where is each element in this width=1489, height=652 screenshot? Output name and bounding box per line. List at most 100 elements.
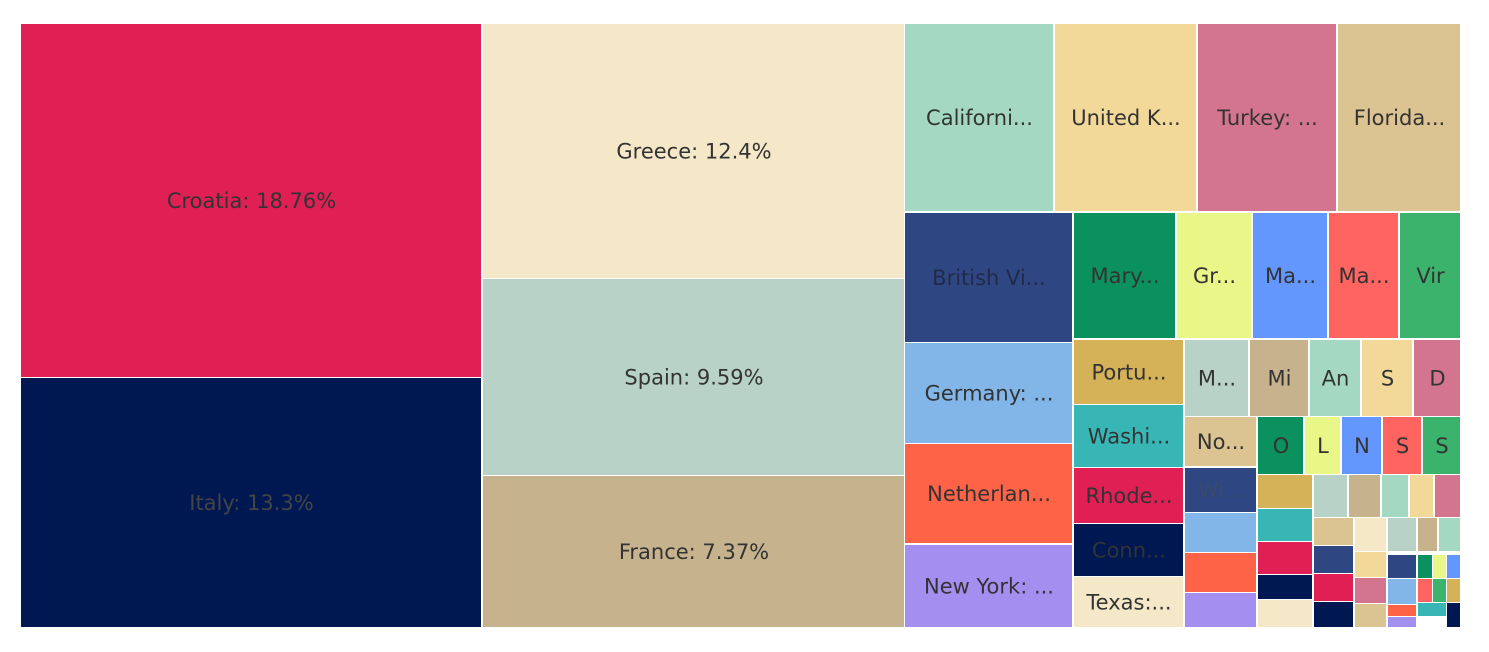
treemap-tile[interactable] bbox=[1400, 213, 1460, 338]
treemap-tile[interactable] bbox=[1329, 213, 1398, 338]
treemap-tile[interactable] bbox=[1418, 555, 1432, 578]
treemap-tile-label: Florida... bbox=[1354, 106, 1445, 130]
treemap-tile[interactable] bbox=[1074, 213, 1175, 338]
treemap-tile[interactable] bbox=[21, 378, 481, 627]
treemap-tile-label: Texas:... bbox=[1085, 591, 1171, 615]
treemap-tile-label: Germany: ... bbox=[925, 382, 1054, 406]
treemap-tile-label: Croatia: 18.76% bbox=[167, 189, 336, 213]
treemap-tile[interactable] bbox=[483, 476, 904, 627]
treemap-tile-label: O bbox=[1273, 434, 1290, 458]
treemap-tile[interactable] bbox=[1253, 213, 1327, 338]
treemap-tile-label: Portu... bbox=[1092, 361, 1167, 385]
treemap-tile[interactable] bbox=[1185, 553, 1256, 592]
treemap-tile[interactable] bbox=[1388, 605, 1416, 616]
treemap-tile[interactable] bbox=[1258, 542, 1312, 574]
treemap-tile[interactable] bbox=[1074, 577, 1183, 627]
treemap-tile[interactable] bbox=[1185, 417, 1256, 466]
treemap-tile[interactable] bbox=[905, 213, 1072, 342]
treemap-tile-label: British Vi... bbox=[932, 266, 1046, 290]
treemap-tile[interactable] bbox=[1388, 579, 1416, 604]
treemap-tile[interactable] bbox=[1433, 555, 1446, 578]
treemap-tile[interactable] bbox=[1074, 340, 1183, 404]
treemap-tile-label: Spain: 9.59% bbox=[624, 366, 763, 390]
treemap-tile[interactable] bbox=[1185, 593, 1256, 627]
treemap-tile-label: France: 7.37% bbox=[619, 540, 769, 564]
treemap-tile[interactable] bbox=[483, 24, 904, 278]
treemap-tile[interactable] bbox=[1433, 579, 1446, 602]
treemap-tile[interactable] bbox=[1258, 509, 1312, 541]
treemap-tile[interactable] bbox=[1439, 518, 1460, 551]
treemap-tile-label: Mary... bbox=[1090, 264, 1159, 288]
treemap-tile[interactable] bbox=[1177, 213, 1251, 338]
treemap-tile-label: Wi... bbox=[1198, 479, 1244, 503]
treemap-tile-label: S bbox=[1381, 367, 1394, 391]
treemap-tile[interactable] bbox=[483, 279, 904, 475]
treemap-tile[interactable] bbox=[1447, 603, 1460, 627]
treemap-tile-label: Washi... bbox=[1088, 425, 1170, 449]
treemap-tile[interactable] bbox=[905, 343, 1072, 443]
treemap-tile-label: N bbox=[1354, 434, 1370, 458]
treemap-tile-label: Ma... bbox=[1338, 264, 1389, 288]
treemap-tile-label: D bbox=[1429, 367, 1445, 391]
treemap-tile[interactable] bbox=[1414, 340, 1460, 416]
treemap-tile[interactable] bbox=[1423, 417, 1460, 474]
treemap-tile[interactable] bbox=[1383, 417, 1421, 474]
treemap-tile[interactable] bbox=[1362, 340, 1412, 416]
treemap-tile[interactable] bbox=[905, 545, 1072, 627]
treemap-tile-label: Conn... bbox=[1092, 539, 1166, 563]
treemap-tile-label: S bbox=[1396, 434, 1409, 458]
treemap-tile[interactable] bbox=[1355, 578, 1386, 603]
treemap-tile[interactable] bbox=[1310, 340, 1360, 416]
treemap-tile-label: Californi... bbox=[926, 106, 1033, 130]
treemap-tile-label: Italy: 13.3% bbox=[189, 491, 314, 515]
treemap-tile[interactable] bbox=[1418, 579, 1432, 602]
treemap-tile[interactable] bbox=[21, 24, 481, 377]
treemap-tile[interactable] bbox=[1388, 518, 1416, 551]
treemap-tile[interactable] bbox=[1185, 513, 1256, 552]
treemap-tile[interactable] bbox=[1258, 600, 1312, 627]
treemap-tile[interactable] bbox=[1314, 602, 1353, 627]
treemap-tile[interactable] bbox=[1418, 603, 1446, 616]
treemap-tile-label: An bbox=[1322, 367, 1350, 391]
treemap-tile[interactable] bbox=[1258, 575, 1312, 599]
treemap-tile[interactable] bbox=[1349, 475, 1380, 517]
treemap-tile[interactable] bbox=[1258, 475, 1312, 508]
treemap-tile[interactable] bbox=[1314, 475, 1347, 517]
treemap-tile[interactable] bbox=[1250, 340, 1308, 416]
treemap-tile[interactable] bbox=[1435, 475, 1460, 517]
treemap-tile[interactable] bbox=[1185, 340, 1248, 416]
treemap-tile[interactable] bbox=[1418, 518, 1437, 551]
treemap-tile[interactable] bbox=[1410, 475, 1433, 517]
treemap-tile[interactable] bbox=[1198, 24, 1336, 211]
treemap-tile[interactable] bbox=[1074, 405, 1183, 467]
treemap-tile[interactable] bbox=[1055, 24, 1196, 211]
treemap-tile-label: New York: ... bbox=[924, 575, 1054, 599]
treemap-tile-label: Greece: 12.4% bbox=[616, 140, 771, 164]
treemap-tile[interactable] bbox=[1338, 24, 1460, 211]
treemap-tile[interactable] bbox=[1074, 468, 1183, 523]
treemap-tile-label: S bbox=[1435, 434, 1448, 458]
treemap-tile-label: Mi bbox=[1268, 367, 1292, 391]
treemap-tile-label: Ma... bbox=[1265, 264, 1316, 288]
treemap-tile[interactable] bbox=[1314, 518, 1353, 545]
treemap-tile[interactable] bbox=[1355, 518, 1386, 551]
treemap-tile[interactable] bbox=[1447, 555, 1460, 578]
treemap-tile[interactable] bbox=[1382, 475, 1408, 517]
treemap-tile[interactable] bbox=[905, 444, 1072, 543]
treemap-tile[interactable] bbox=[1258, 417, 1303, 474]
treemap-tile[interactable] bbox=[1185, 468, 1256, 512]
treemap-tile[interactable] bbox=[1314, 574, 1353, 601]
treemap-tile[interactable] bbox=[1305, 417, 1340, 474]
treemap-tile[interactable] bbox=[1314, 546, 1353, 573]
treemap-tile[interactable] bbox=[1074, 524, 1183, 576]
treemap-tile[interactable] bbox=[1447, 579, 1460, 602]
treemap-tile-label: L bbox=[1317, 434, 1329, 458]
treemap-tile[interactable] bbox=[1388, 555, 1416, 578]
treemap-tile[interactable] bbox=[1355, 552, 1386, 577]
treemap-tile[interactable] bbox=[905, 24, 1053, 211]
treemap-tile[interactable] bbox=[1342, 417, 1381, 474]
treemap-tile[interactable] bbox=[1355, 604, 1386, 627]
treemap-tile-label: No... bbox=[1197, 430, 1245, 454]
treemap-tile[interactable] bbox=[1388, 617, 1416, 627]
